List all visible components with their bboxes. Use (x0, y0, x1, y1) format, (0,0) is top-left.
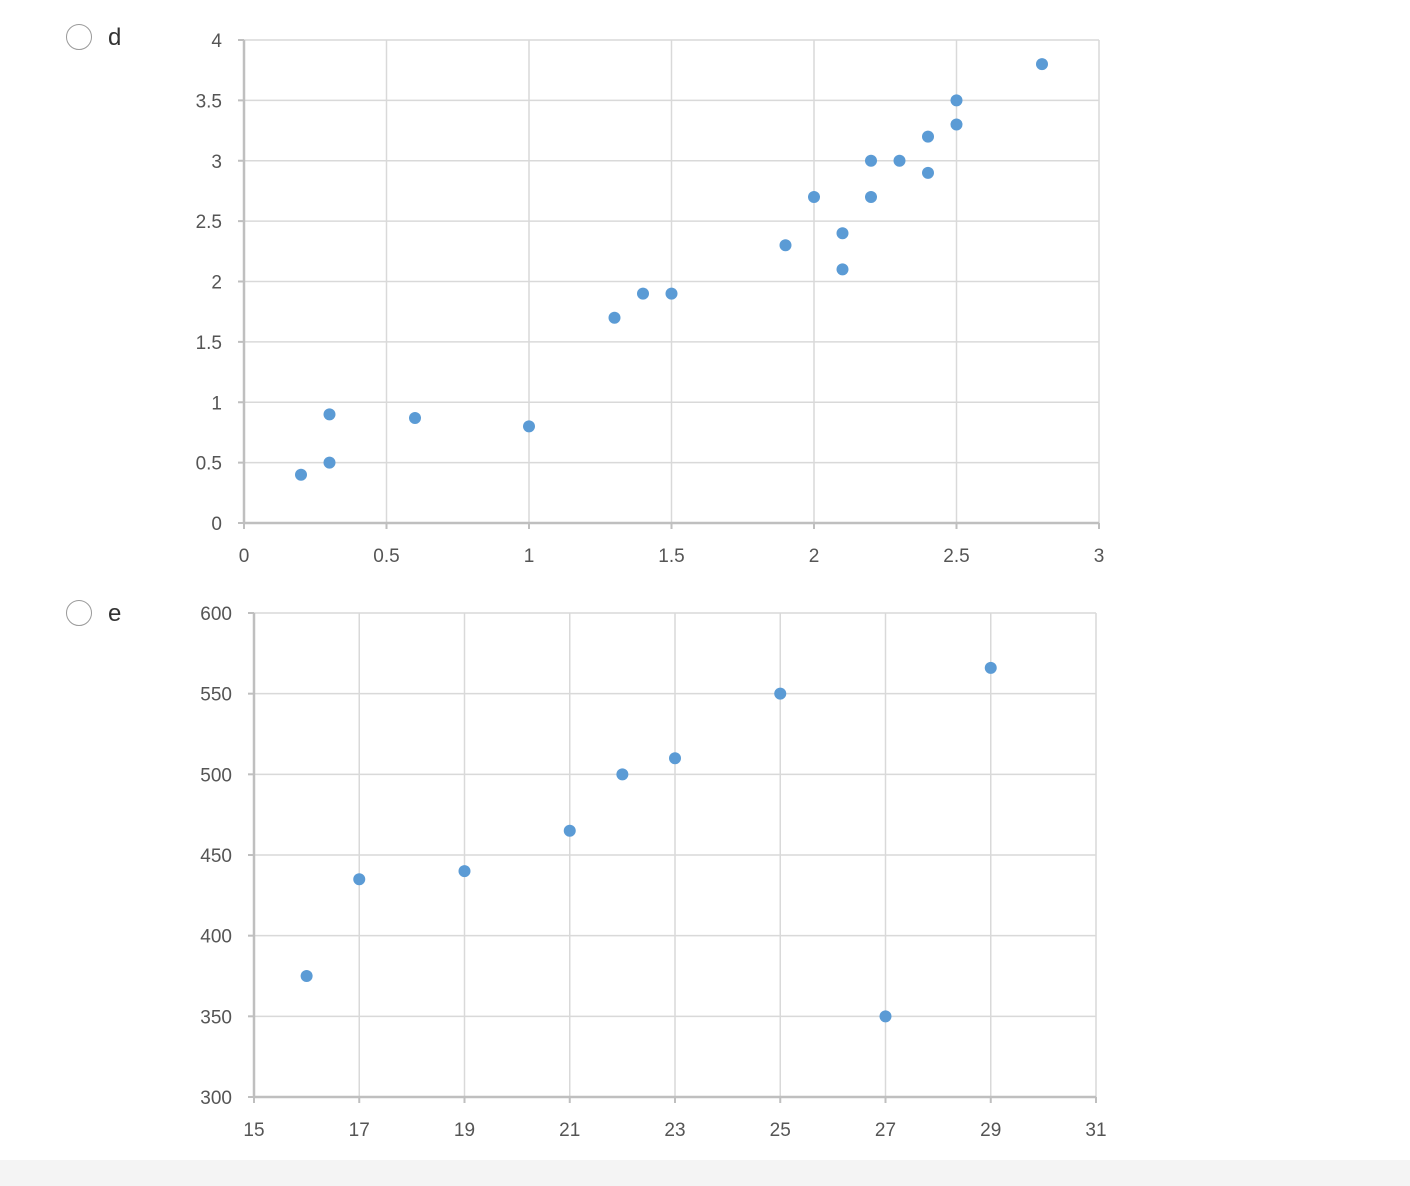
data-point (893, 154, 906, 167)
data-point (523, 420, 535, 433)
data-point (808, 190, 820, 203)
data-point (836, 227, 849, 240)
radio-button-e[interactable] (66, 600, 92, 626)
footer-band (0, 1160, 1410, 1186)
y-tick-label: 550 (200, 685, 232, 706)
option-label-d: d (108, 24, 122, 51)
x-tick-label: 15 (243, 1120, 264, 1141)
y-tick-label: 0.5 (196, 454, 222, 475)
y-tick-label: 400 (200, 927, 232, 948)
data-point (458, 865, 471, 878)
y-tick-label: 500 (200, 765, 232, 786)
x-tick-label: 21 (559, 1120, 580, 1141)
data-point (295, 468, 307, 481)
data-point (950, 118, 963, 131)
x-tick-label: 23 (664, 1120, 685, 1141)
data-point (1036, 58, 1048, 71)
y-tick-label: 3 (211, 152, 222, 173)
x-tick-label: 27 (875, 1120, 896, 1141)
x-tick-label: 25 (770, 1120, 791, 1141)
y-tick-label: 1.5 (196, 333, 222, 354)
y-tick-label: 4 (211, 31, 222, 52)
y-tick-label: 350 (200, 1007, 232, 1028)
option-label-e: e (108, 600, 122, 627)
x-tick-label: 0 (239, 546, 250, 567)
data-point (922, 166, 934, 179)
data-point (409, 411, 421, 424)
data-point (300, 970, 313, 982)
data-point (353, 873, 366, 886)
y-tick-label: 0 (211, 514, 222, 535)
x-tick-label: 2 (809, 546, 820, 567)
y-tick-label: 300 (200, 1088, 232, 1109)
x-tick-label: 1 (524, 546, 535, 567)
data-point (563, 824, 576, 837)
radio-button-d[interactable] (66, 24, 92, 50)
data-point (879, 1010, 892, 1023)
x-tick-label: 31 (1085, 1120, 1106, 1141)
data-point (779, 239, 792, 252)
data-point (616, 768, 629, 781)
y-tick-label: 450 (200, 846, 232, 867)
data-point (836, 263, 849, 276)
data-point (774, 687, 787, 700)
data-point (669, 752, 681, 765)
x-tick-label: 29 (980, 1120, 1001, 1141)
data-point (323, 456, 336, 469)
data-point (608, 311, 621, 324)
y-tick-label: 2.5 (196, 212, 222, 233)
y-tick-label: 600 (200, 604, 232, 625)
scatter-chart-e: 15 17 19 21 23 25 27 29 31 300 350 400 450 500 550 600 (200, 604, 1106, 1141)
x-tick-label: 1.5 (658, 546, 684, 567)
x-tick-label: 19 (454, 1120, 475, 1141)
data-point (323, 408, 336, 421)
data-point (865, 190, 877, 203)
y-tick-label: 3.5 (196, 91, 222, 112)
scatter-chart-d: 0 0.5 1 1.5 2 2.5 3 0 0.5 1 1.5 2 2.5 3 3.5 4 (196, 31, 1105, 567)
data-point (637, 287, 649, 300)
data-point (665, 287, 678, 300)
x-tick-label: 2.5 (943, 546, 969, 567)
data-point (984, 661, 997, 674)
y-tick-label: 2 (211, 273, 222, 294)
x-tick-label: 0.5 (373, 546, 399, 567)
x-tick-label: 17 (349, 1120, 370, 1141)
x-tick-label: 3 (1094, 546, 1105, 567)
data-point (922, 130, 934, 143)
data-point (865, 154, 877, 167)
y-tick-label: 1 (211, 393, 222, 414)
data-point (950, 94, 963, 107)
